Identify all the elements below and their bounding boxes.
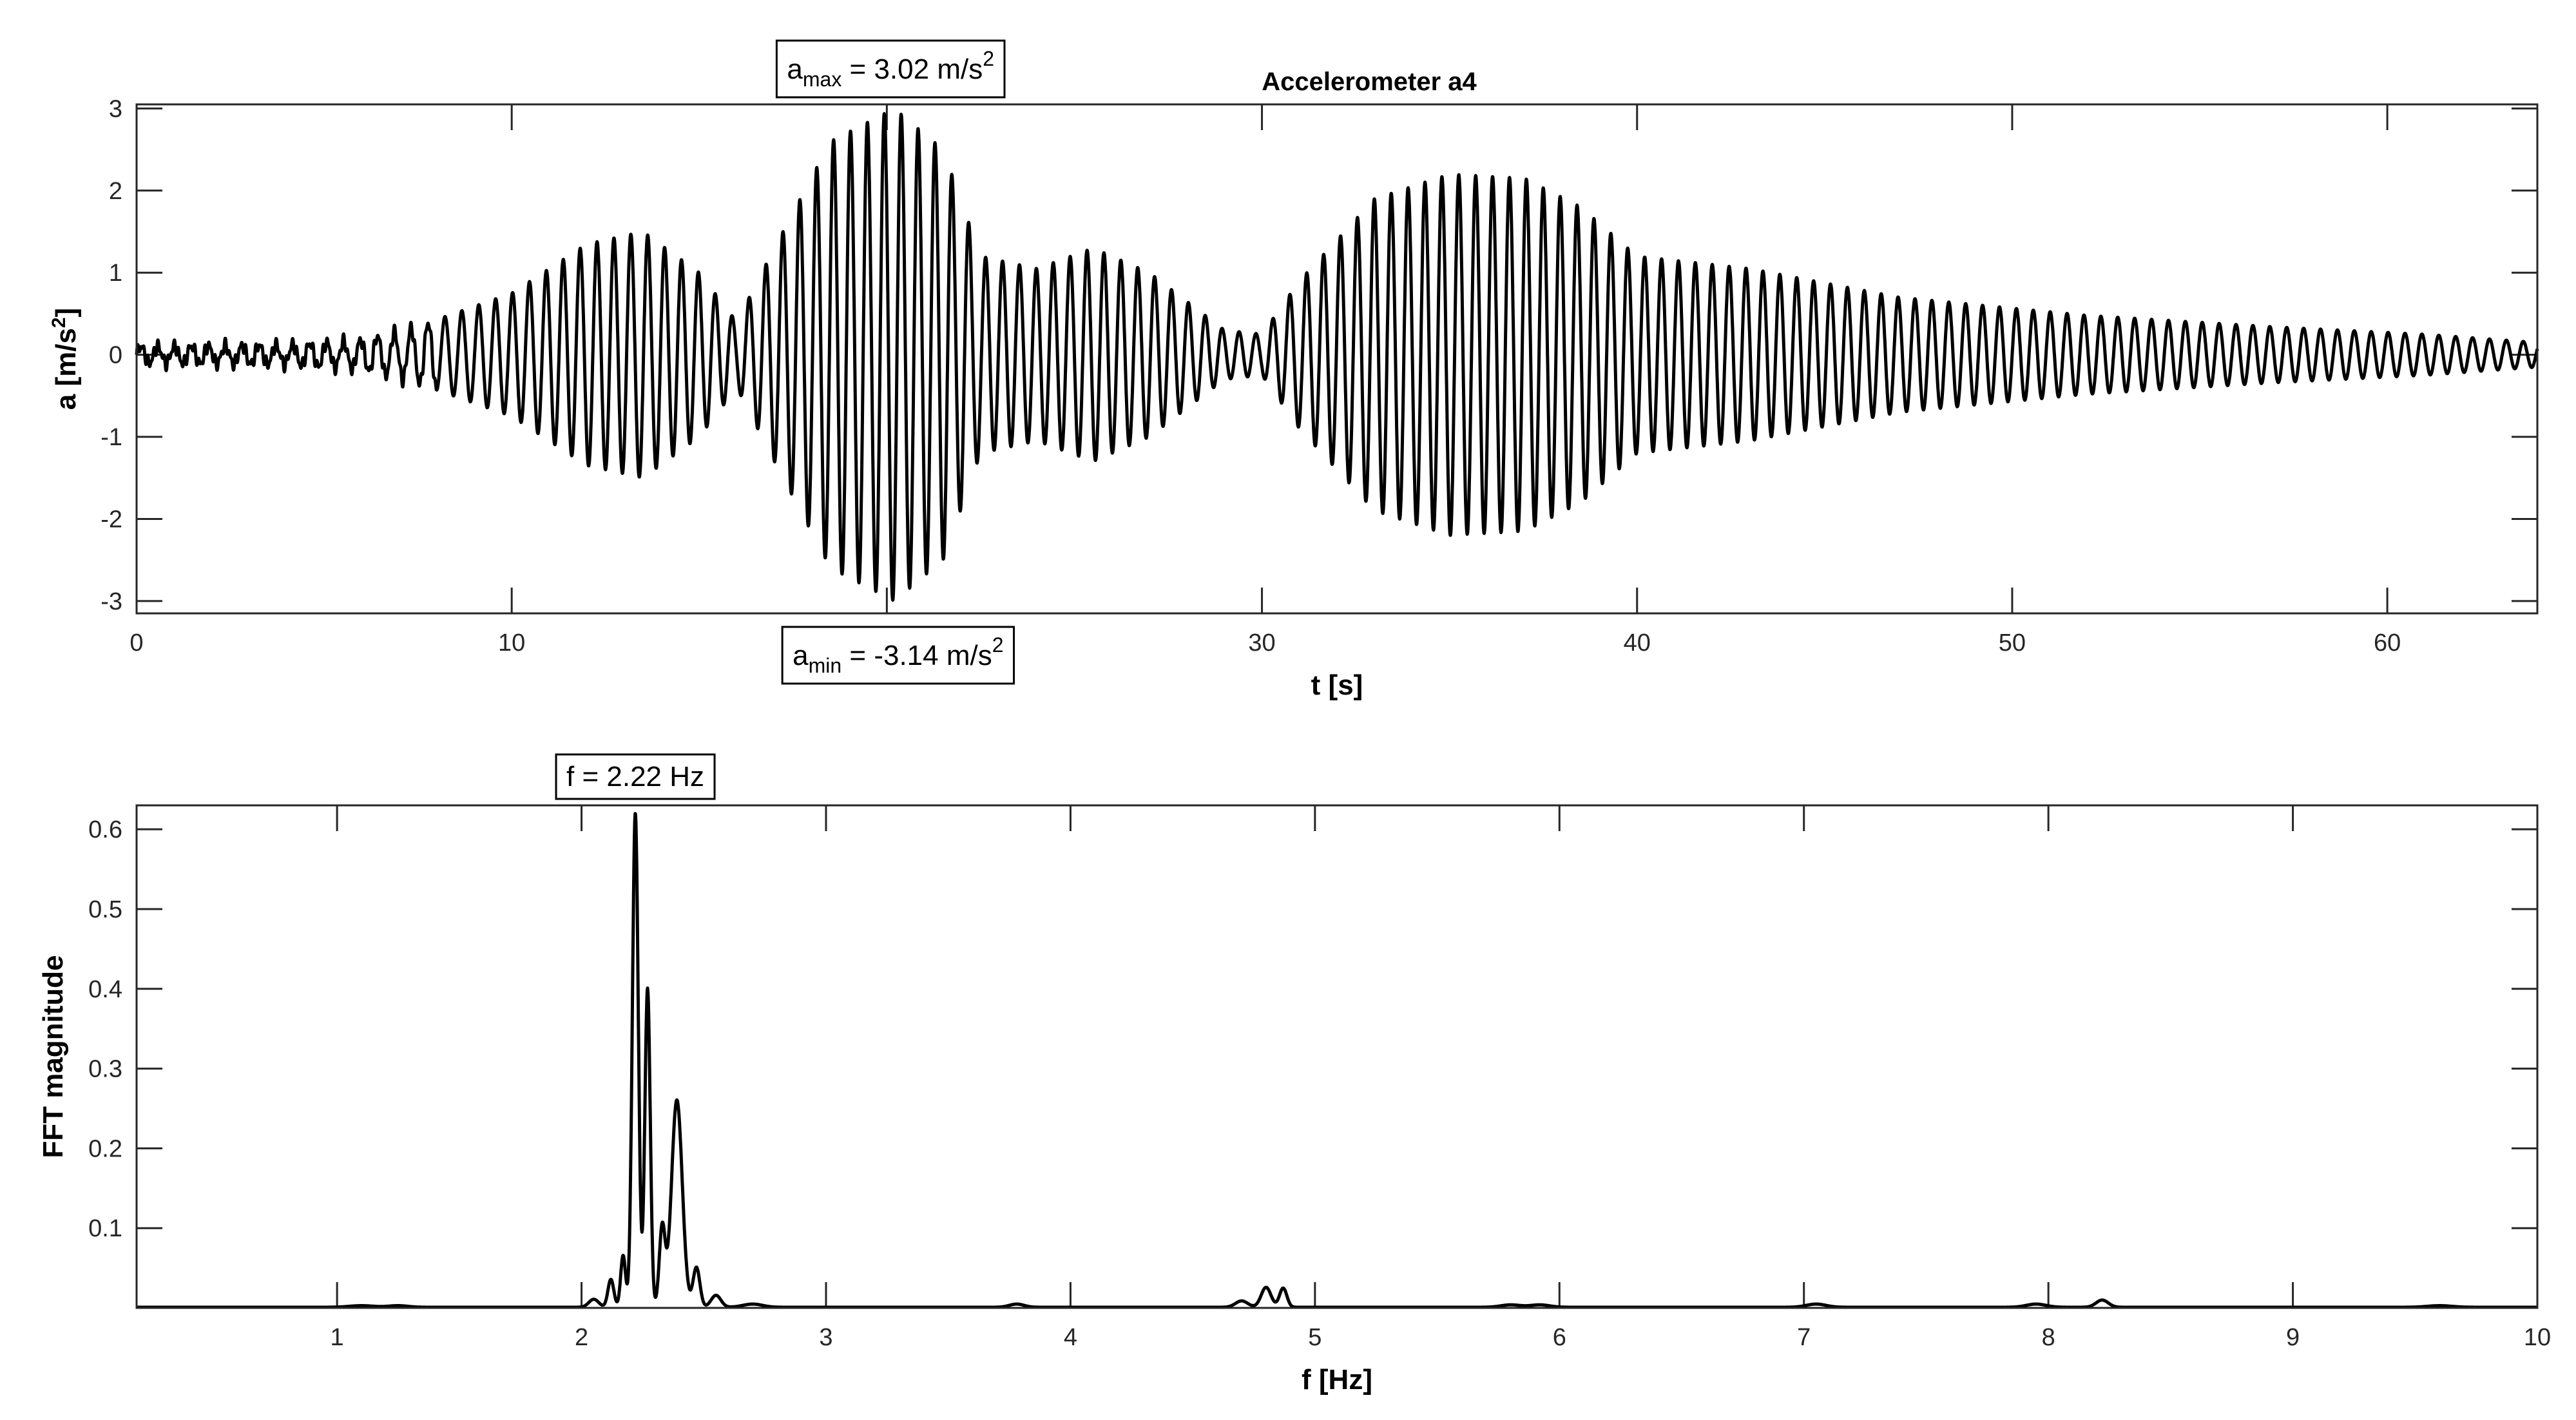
time-plot-ytick-label: 3 bbox=[109, 95, 122, 122]
fft-plot-ytick-label: 0.6 bbox=[88, 816, 122, 843]
time-plot-xtick-label: 50 bbox=[1999, 629, 2026, 657]
max-annotation-box bbox=[775, 39, 1006, 99]
max-annotation-text: amax = 3.02 m/s2 bbox=[787, 47, 994, 91]
time-plot-ylabel: a [m/s2] bbox=[48, 308, 82, 410]
time-plot-xtick-label: 0 bbox=[130, 629, 143, 657]
fft-plot-xtick-label: 7 bbox=[1797, 1324, 1811, 1351]
fft-plot-xtick-label: 10 bbox=[2524, 1324, 2551, 1351]
fft-plot-ytick-label: 0.5 bbox=[88, 896, 122, 923]
fft-plot-ylabel: FFT magnitude bbox=[37, 955, 69, 1158]
time-plot-ytick-label: -3 bbox=[101, 588, 122, 615]
time-plot-xtick-label: 30 bbox=[1248, 629, 1275, 657]
max-annotation-base: a bbox=[787, 53, 803, 85]
fft-plot-ytick-label: 0.3 bbox=[88, 1056, 122, 1083]
fft-plot-xtick-label: 6 bbox=[1553, 1324, 1566, 1351]
fft-plot-xtick-label: 3 bbox=[819, 1324, 832, 1351]
time-plot-ytick-label: 1 bbox=[109, 260, 122, 287]
fft-plot-ytick-label: 0.1 bbox=[88, 1215, 122, 1242]
peak-annotation-text: f = 2.22 Hz bbox=[566, 761, 704, 792]
fft-plot-axes-box bbox=[135, 804, 2539, 1309]
min-annotation-sup: 2 bbox=[992, 633, 1004, 657]
time-plot-xtick-label: 40 bbox=[1624, 629, 1651, 657]
fft-plot-xtick-label: 8 bbox=[2042, 1324, 2055, 1351]
time-series-line bbox=[135, 111, 2539, 602]
time-plot-ytick-label: -1 bbox=[101, 424, 122, 451]
fft-plot-xtick-label: 9 bbox=[2286, 1324, 2300, 1351]
min-annotation-sub: min bbox=[809, 654, 842, 677]
max-annotation-sub: max bbox=[803, 68, 841, 91]
min-annotation-box bbox=[781, 626, 1015, 685]
time-plot-ylabel-main: a [m/s bbox=[50, 328, 82, 410]
time-plot-ylabel-close: ] bbox=[50, 308, 82, 318]
fft-plot-xtick-label: 2 bbox=[575, 1324, 588, 1351]
fft-plot: 1 2 3 4 5 6 7 8 9 10 0.1 0.2 0.3 0.4 0.5 0.6 f [Hz] FFT… bbox=[37, 753, 2551, 1396]
fft-plot-ytick-label: 0.4 bbox=[88, 976, 122, 1003]
time-plot-xtick-label: 10 bbox=[498, 629, 525, 657]
time-plot-axes-box bbox=[135, 103, 2539, 615]
fft-plot-ytick-label: 0.2 bbox=[88, 1135, 122, 1162]
fft-plot-ticks: 1 2 3 4 5 6 7 8 9 10 0.1 0.2 0.3 0.4 0.5 0.6 bbox=[88, 805, 2551, 1351]
fft-plot-xtick-label: 1 bbox=[331, 1324, 344, 1351]
min-annotation-base: a bbox=[793, 640, 809, 671]
time-plot-xtick-label: 60 bbox=[2374, 629, 2401, 657]
time-plot-ylabel-sup: 2 bbox=[48, 317, 70, 328]
max-annotation: amax = 3.02 m/s2 bbox=[775, 39, 1006, 99]
fft-plot-xtick-label: 4 bbox=[1064, 1324, 1077, 1351]
time-plot: Accelerometer a4 0102030405060-3-2-10123… bbox=[48, 39, 2539, 701]
peak-annotation-box bbox=[555, 753, 716, 800]
time-plot-ytick-label: -2 bbox=[101, 506, 122, 533]
fft-plot-xlabel: f [Hz] bbox=[1302, 1364, 1372, 1396]
min-annotation: amin = -3.14 m/s2 bbox=[781, 626, 1015, 685]
min-annotation-value: = -3.14 m/s bbox=[841, 640, 992, 671]
min-annotation-text: amin = -3.14 m/s2 bbox=[793, 633, 1003, 677]
max-annotation-sup: 2 bbox=[983, 47, 994, 70]
time-plot-ytick-label: 0 bbox=[109, 342, 122, 369]
time-plot-title: Accelerometer a4 bbox=[1262, 68, 1477, 96]
peak-annotation: f = 2.22 Hz bbox=[555, 753, 716, 800]
fft-plot-xtick-label: 5 bbox=[1308, 1324, 1322, 1351]
max-annotation-value: = 3.02 m/s bbox=[841, 53, 983, 85]
time-plot-xlabel: t [s] bbox=[1311, 669, 1363, 701]
time-plot-ytick-label: 2 bbox=[109, 178, 122, 205]
